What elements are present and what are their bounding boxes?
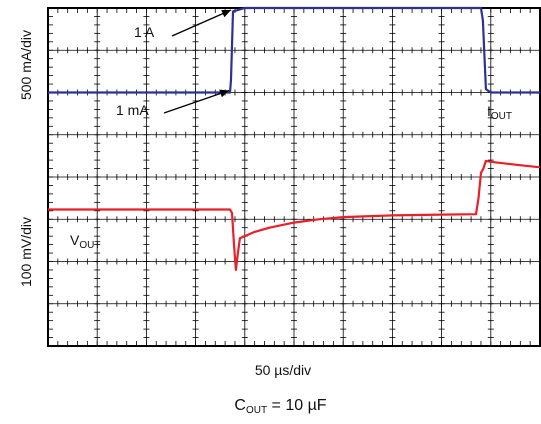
capacitance-caption: COUT = 10 µF bbox=[234, 397, 327, 416]
plot-grid bbox=[47, 7, 541, 347]
iout-label: IOUT bbox=[487, 103, 512, 122]
annotation-1a: 1 A bbox=[134, 24, 155, 40]
arrow-1ma-head bbox=[219, 89, 230, 98]
series-vout-line bbox=[48, 159, 541, 271]
arrow-1a-head bbox=[221, 9, 232, 18]
y-axis-label-voltage: 100 mV/div bbox=[18, 216, 34, 288]
arrow-1a bbox=[171, 9, 232, 37]
plot-traces bbox=[48, 6, 541, 271]
annotation-1ma: 1 mA bbox=[116, 102, 149, 118]
vout-label: VOUT bbox=[70, 232, 101, 251]
y-axis-label-current: 500 mA/div bbox=[18, 29, 34, 101]
arrow-1ma bbox=[163, 89, 230, 114]
annotation-arrows bbox=[163, 9, 232, 114]
x-axis-label: 50 µs/div bbox=[254, 362, 312, 378]
series-iout-line bbox=[48, 6, 540, 94]
